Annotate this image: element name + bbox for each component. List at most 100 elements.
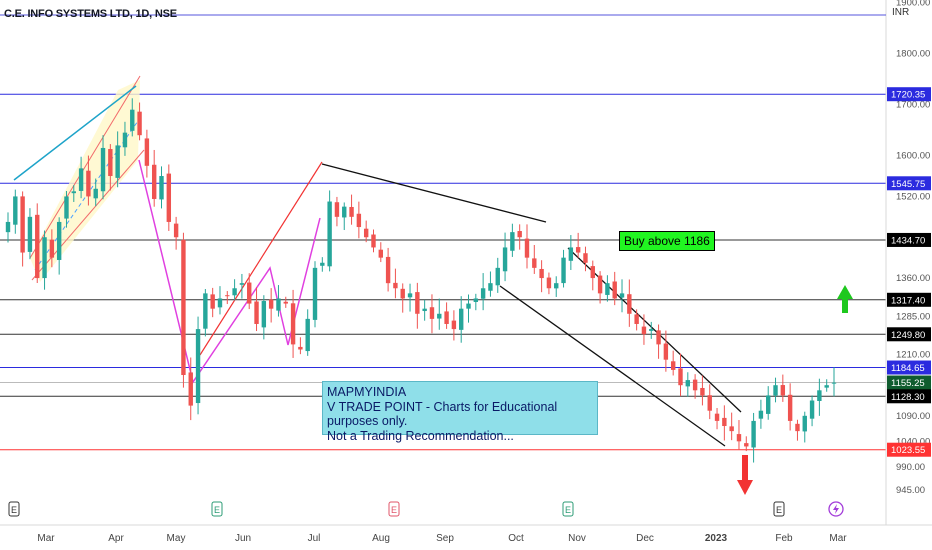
level-tag (887, 292, 931, 307)
candle-body (356, 213, 362, 228)
candle-body (532, 258, 537, 268)
candle-body (619, 293, 625, 298)
annotation-note: MAPMYINDIA V TRADE POINT - Charts for Ed… (322, 381, 598, 443)
candle-body (597, 275, 603, 294)
candle-body (656, 330, 661, 345)
candle-body (173, 223, 179, 238)
candle-body (349, 206, 354, 217)
candle-body (327, 201, 332, 267)
price-tick-label: 1210.00 (896, 350, 930, 361)
price-tick-label: 945.00 (896, 485, 925, 496)
candle-body (590, 266, 595, 279)
candle-body (459, 308, 464, 330)
candle-body (137, 111, 142, 136)
candle-body (539, 268, 544, 279)
candle-body (378, 249, 383, 258)
candle-body (700, 387, 705, 396)
note-line-3: Not a Trading Recommendation... (327, 428, 514, 443)
earnings-icon-letter: E (776, 505, 782, 515)
candle-body (627, 294, 632, 314)
level-tag-label: 1434.70 (891, 235, 925, 246)
candle-body (232, 288, 237, 296)
earnings-icon (211, 501, 223, 517)
candle-body (510, 232, 515, 251)
candle-body (203, 293, 208, 329)
candle-body (371, 234, 376, 248)
candle-body (429, 307, 435, 319)
candle-body (422, 308, 427, 312)
level-tag (887, 87, 931, 102)
candle-body (524, 238, 530, 258)
candle-body (415, 292, 420, 314)
price-tick-label: 1700.00 (896, 100, 930, 111)
rising-line (199, 161, 323, 356)
candle-body (225, 295, 230, 297)
candle-body (824, 385, 829, 388)
time-tick-label: Jul (308, 533, 321, 544)
candle-body (773, 385, 778, 396)
candle-body (685, 380, 691, 387)
level-tag-label: 1720.35 (891, 90, 925, 101)
earnings-icon-letter: E (565, 505, 571, 515)
candle-body (473, 298, 479, 302)
level-tag-label: 1317.40 (891, 295, 925, 306)
level-tag-label: 1184.65 (891, 363, 925, 374)
candle-body (385, 256, 391, 284)
candle-body (605, 283, 610, 295)
candle-body (554, 283, 559, 289)
time-tick-label: Jun (235, 533, 251, 544)
candle-body (35, 214, 40, 279)
earnings-icon-letter: E (214, 505, 220, 515)
note-line-2: V TRADE POINT - Charts for Educational p… (327, 399, 558, 429)
earnings-icon-letter: E (11, 505, 17, 515)
candle-body (407, 293, 413, 298)
candle-body (100, 147, 106, 192)
candle-body (670, 361, 676, 370)
candle-body (210, 294, 215, 309)
candle-body (283, 301, 288, 304)
earnings-icon (562, 501, 574, 517)
dividend-icon-bolt (833, 504, 839, 514)
candle-body (502, 247, 508, 272)
time-tick-label: Feb (775, 533, 793, 544)
time-tick-label: Oct (508, 533, 524, 544)
descending-resistance (321, 163, 547, 223)
time-tick-label: Dec (636, 533, 654, 544)
candle-body (707, 395, 712, 411)
candle-body (20, 196, 25, 253)
earnings-icon (388, 501, 400, 517)
candles-layer (5, 98, 837, 463)
candle-body (93, 188, 98, 199)
earnings-icon (773, 501, 785, 517)
chart-title: C.E. INFO SYSTEMS LTD, 1D, NSE (4, 8, 177, 20)
arrows (737, 285, 853, 495)
candle-body (649, 329, 654, 331)
candle-body (758, 410, 764, 419)
m-pattern-line (138, 159, 321, 384)
candle-body (181, 239, 186, 375)
candle-body (312, 267, 318, 320)
candle-body (159, 176, 164, 200)
candle-body (334, 202, 340, 217)
candle-body (239, 283, 245, 285)
price-tick-label: 1285.00 (896, 311, 930, 322)
candle-body (583, 253, 588, 263)
candle-body (342, 206, 347, 218)
candle-body (320, 262, 325, 266)
down-arrow-icon (737, 455, 753, 495)
candle-body (722, 417, 727, 427)
candle-body (276, 298, 281, 311)
price-tick-label: 1360.00 (896, 273, 930, 284)
candle-body (831, 382, 837, 384)
level-tag-label: 1249.80 (891, 330, 925, 341)
time-tick-label: May (167, 533, 186, 544)
candle-body (466, 303, 471, 309)
level-tag (887, 360, 931, 375)
candle-body (663, 343, 669, 360)
level-tag (887, 389, 931, 404)
time-tick-label: 2023 (705, 533, 728, 544)
candle-body (290, 303, 296, 345)
candle-body (78, 168, 84, 191)
